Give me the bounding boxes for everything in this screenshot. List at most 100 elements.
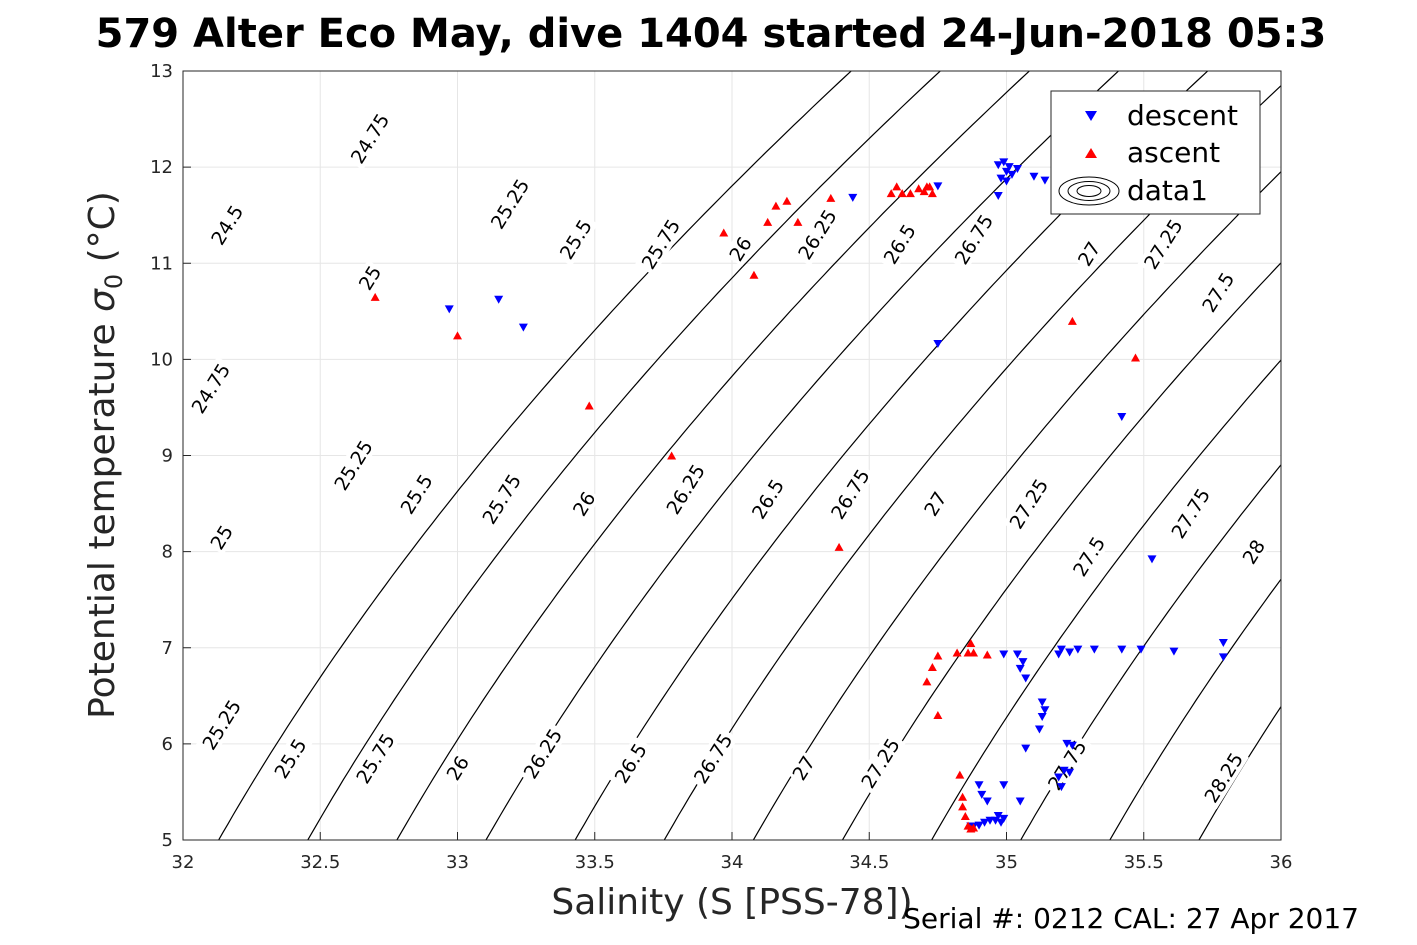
contour-label-bg bbox=[745, 471, 791, 526]
density-contour-line bbox=[217, 71, 853, 840]
ascent-point bbox=[453, 331, 462, 340]
descent-point bbox=[980, 818, 990, 827]
ascent-point bbox=[927, 662, 937, 671]
ascent-point bbox=[982, 650, 992, 659]
contour-label-bg bbox=[484, 172, 536, 236]
descent-point bbox=[1067, 741, 1077, 750]
data-points bbox=[370, 158, 1228, 833]
descent-point bbox=[982, 797, 992, 806]
descent-point bbox=[1054, 773, 1064, 782]
ascent-point bbox=[914, 184, 924, 193]
x-axis-ticks: 32 32.5 33 33.5 34 34.5 35 35.5 36 bbox=[172, 832, 1293, 873]
descent-point bbox=[1136, 645, 1146, 654]
ascent-point bbox=[966, 638, 976, 647]
contour-label-bg bbox=[567, 485, 601, 522]
x-tick-label: 34.5 bbox=[849, 852, 889, 873]
legend-descent-label: descent bbox=[1127, 99, 1238, 132]
ascent-point bbox=[955, 770, 965, 779]
y-tick-label: 13 bbox=[150, 61, 173, 82]
descent-point bbox=[999, 650, 1009, 659]
y-axis-ticks: 5 6 7 8 9 10 11 12 13 bbox=[150, 61, 191, 851]
contour-label-bg bbox=[791, 202, 843, 267]
descent-point bbox=[1117, 645, 1127, 654]
legend-descent-marker bbox=[1085, 111, 1097, 121]
legend-ascent-marker bbox=[1085, 148, 1097, 158]
contour-label-bg bbox=[948, 207, 1000, 271]
x-axis-label: Salinity (S [PSS-78]) bbox=[551, 882, 912, 923]
serial-cal-footer: Serial #: 0212 CAL: 27 Apr 2017 bbox=[903, 902, 1359, 935]
descent-point bbox=[1056, 783, 1066, 792]
descent-point bbox=[977, 790, 987, 799]
contour-label-bg bbox=[1072, 235, 1106, 272]
ascent-point bbox=[958, 792, 968, 801]
ascent-point bbox=[969, 648, 979, 657]
ascent-point bbox=[958, 802, 968, 811]
descent-point bbox=[1147, 555, 1157, 564]
descent-point bbox=[999, 781, 1009, 790]
descent-point bbox=[1169, 647, 1179, 656]
contour-label-bg bbox=[824, 462, 876, 526]
contour-label-bg bbox=[475, 467, 527, 531]
ascent-point bbox=[763, 217, 773, 226]
x-tick-label: 32.5 bbox=[300, 852, 340, 873]
ascent-point bbox=[782, 196, 792, 205]
contour-label-bg bbox=[517, 721, 569, 786]
y-tick-label: 9 bbox=[162, 446, 173, 467]
contour-label-bg bbox=[1003, 471, 1054, 536]
contour-label-bg bbox=[327, 433, 379, 497]
ascent-point bbox=[1131, 353, 1141, 362]
descent-point bbox=[933, 182, 943, 191]
ascent-point bbox=[969, 823, 979, 832]
contour-label-bg bbox=[352, 259, 387, 296]
chart-title: 579 Alter Eco May, dive 1404 started 24-… bbox=[96, 11, 1327, 57]
contour-label-bg bbox=[204, 197, 250, 252]
descent-point bbox=[1073, 645, 1083, 654]
ascent-point bbox=[933, 651, 943, 660]
contour-label-bg bbox=[195, 692, 247, 757]
descent-point bbox=[1007, 170, 1017, 179]
x-tick-label: 36 bbox=[1270, 852, 1293, 873]
density-contour-line bbox=[1198, 705, 1281, 840]
descent-point bbox=[1218, 653, 1228, 662]
descent-point bbox=[933, 339, 943, 348]
contour-label-bg bbox=[552, 212, 599, 267]
density-contour-line bbox=[841, 261, 1281, 840]
descent-point bbox=[993, 191, 1003, 200]
descent-point bbox=[993, 811, 1003, 820]
contour-label-bg bbox=[267, 731, 313, 786]
descent-point bbox=[1065, 648, 1075, 657]
descent-point bbox=[974, 781, 984, 790]
density-contour-line bbox=[307, 71, 942, 840]
contour-label-bg bbox=[393, 466, 439, 522]
ascent-point bbox=[927, 189, 937, 198]
descent-point bbox=[1218, 638, 1228, 647]
descent-point bbox=[1012, 165, 1022, 174]
contour-label-bg bbox=[1195, 265, 1241, 320]
contour-label-bg bbox=[1137, 212, 1189, 276]
descent-point bbox=[996, 818, 1006, 827]
descent-point bbox=[993, 161, 1003, 170]
y-tick-label: 5 bbox=[162, 830, 173, 851]
descent-point bbox=[518, 323, 528, 332]
descent-point bbox=[1037, 712, 1047, 721]
contour-label-bg bbox=[635, 212, 687, 276]
contour-label-bg bbox=[344, 106, 396, 170]
contour-label-bg bbox=[687, 726, 739, 790]
contour-label-bg bbox=[185, 356, 236, 420]
contour-label-bg bbox=[1197, 745, 1249, 810]
ascent-point bbox=[905, 189, 915, 198]
x-tick-label: 35 bbox=[995, 852, 1018, 873]
x-tick-label: 33.5 bbox=[575, 852, 615, 873]
contour-label-bg bbox=[659, 457, 711, 521]
descent-point bbox=[1018, 658, 1028, 667]
density-contour-line bbox=[1109, 578, 1281, 840]
contour-label-bg bbox=[440, 750, 475, 786]
x-tick-label: 32 bbox=[172, 852, 195, 873]
descent-point bbox=[1021, 744, 1031, 753]
contour-label-bg bbox=[1164, 481, 1216, 545]
contour-label-bg bbox=[876, 216, 922, 272]
contour-label-bg bbox=[204, 519, 239, 555]
ascent-point bbox=[749, 270, 759, 279]
contour-label-bg bbox=[918, 485, 952, 522]
descent-point bbox=[494, 295, 504, 304]
